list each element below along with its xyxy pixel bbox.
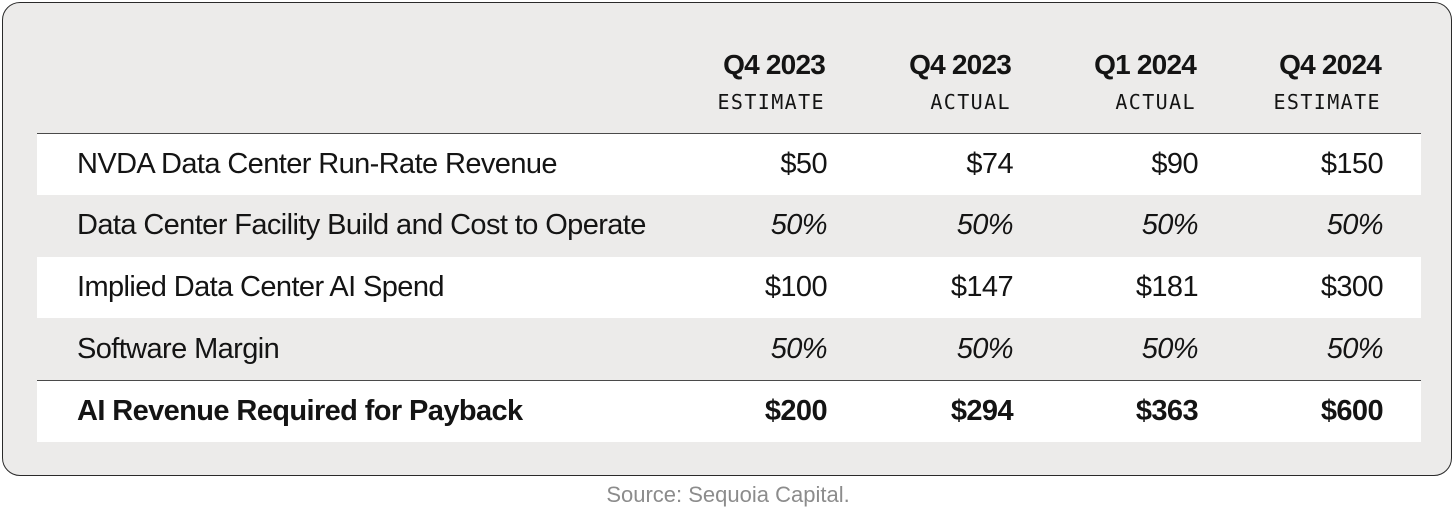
table-cell: $200 — [764, 395, 828, 427]
table-row-total: AI Revenue Required for Payback $200 $29… — [37, 381, 1421, 442]
table-cell: 50% — [770, 333, 828, 365]
table-cell: $600 — [1320, 395, 1384, 427]
table-row: Data Center Facility Build and Cost to O… — [37, 195, 1421, 256]
table-cell: $100 — [764, 271, 828, 303]
table-cell: 50% — [1326, 333, 1384, 365]
table-cell: 50% — [956, 209, 1014, 241]
table-cell: 50% — [1326, 209, 1384, 241]
table-cell: $150 — [1320, 148, 1384, 180]
table-row: Implied Data Center AI Spend $100 $147 $… — [37, 257, 1421, 318]
table-row: Software Margin 50% 50% 50% 50% — [37, 319, 1421, 380]
total-divider — [37, 380, 1421, 381]
table-cell: $363 — [1135, 395, 1199, 427]
column-header-period: Q4 2024 — [1279, 49, 1382, 80]
column-header-period: Q4 2023 — [723, 49, 826, 80]
row-label: Implied Data Center AI Spend — [77, 271, 444, 303]
table-cell: 50% — [956, 333, 1014, 365]
table-cell: $90 — [1151, 148, 1198, 180]
table-card: Q4 2023 ESTIMATE Q4 2023 ACTUAL Q1 2024 … — [2, 2, 1452, 476]
table-cell: $181 — [1135, 271, 1199, 303]
row-label: Software Margin — [77, 333, 280, 365]
row-label: AI Revenue Required for Payback — [77, 395, 523, 427]
table-cell: $50 — [780, 148, 827, 180]
table-row: NVDA Data Center Run-Rate Revenue $50 $7… — [37, 134, 1421, 195]
table-cell: $300 — [1320, 271, 1384, 303]
column-header-kind: ACTUAL — [930, 90, 1011, 114]
table-cell: $147 — [950, 271, 1014, 303]
table-cell: 50% — [1141, 333, 1199, 365]
source-caption: Source: Sequoia Capital. — [0, 480, 1456, 510]
row-label: Data Center Facility Build and Cost to O… — [77, 209, 646, 241]
header-divider — [37, 133, 1421, 134]
row-label: NVDA Data Center Run-Rate Revenue — [77, 148, 558, 180]
table-cell: 50% — [770, 209, 828, 241]
column-header-kind: ESTIMATE — [717, 90, 825, 114]
column-header-kind: ACTUAL — [1115, 90, 1196, 114]
table-cell: 50% — [1141, 209, 1199, 241]
source-text: Source: Sequoia Capital. — [606, 482, 850, 507]
column-header-period: Q1 2024 — [1094, 49, 1197, 80]
column-header-period: Q4 2023 — [909, 49, 1012, 80]
column-header-kind: ESTIMATE — [1273, 90, 1381, 114]
table-cell: $294 — [950, 395, 1014, 427]
table-cell: $74 — [966, 148, 1013, 180]
